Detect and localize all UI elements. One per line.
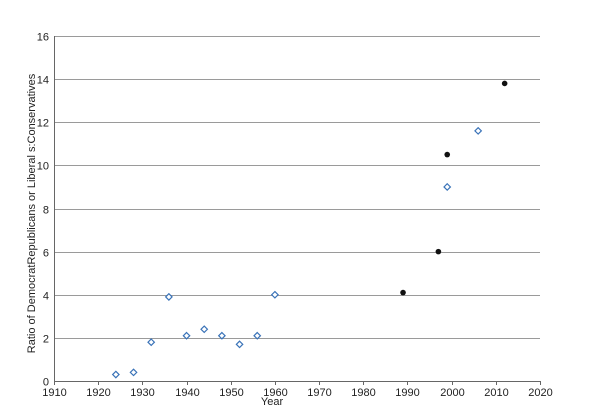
data-points: [111, 80, 508, 379]
x-axis-title: Year: [261, 396, 284, 408]
data-point-diamond: [474, 126, 483, 135]
y-tick-label: 2: [43, 334, 49, 346]
x-tick-label: 2020: [528, 387, 552, 399]
axes: [54, 36, 541, 385]
x-tick-label: 1950: [219, 387, 243, 399]
data-point-diamond: [182, 331, 191, 340]
data-point-diamond: [200, 325, 209, 334]
y-tick-label: 14: [37, 75, 49, 87]
x-tick-label: 1940: [175, 387, 199, 399]
data-point-circle: [435, 248, 442, 255]
x-tick-labels: 1910 1920 1930 1940 1950 1960 1970 1980 1990 2000…: [42, 387, 552, 399]
x-tick-label: 1910: [42, 387, 66, 399]
x-tick-label: 1960: [263, 387, 287, 399]
data-point-circle: [400, 289, 406, 296]
x-tick-label: 1930: [130, 387, 154, 399]
data-point-diamond: [253, 331, 262, 340]
data-point-diamond: [235, 340, 244, 349]
y-tick-label: 16: [37, 32, 49, 44]
data-point-diamond: [147, 338, 156, 347]
data-point-diamond: [217, 331, 226, 340]
x-tick-label: 2000: [440, 387, 464, 399]
y-tick-label: 10: [37, 161, 49, 173]
x-tick-label: 1980: [351, 387, 375, 399]
grid-lines: [54, 36, 540, 339]
data-point-circle: [444, 151, 451, 158]
y-tick-label: 6: [43, 248, 49, 260]
data-point-diamond: [129, 368, 138, 377]
y-tick-label: 12: [37, 118, 49, 130]
y-axis-title: Ratio of DemocratRepublicans or Liberal …: [26, 73, 38, 353]
y-tick-label: 8: [43, 205, 49, 217]
x-tick-label: 1920: [86, 387, 110, 399]
data-point-diamond: [164, 292, 173, 301]
y-tick-labels: 0 2 4 6 8 10 12 14 16: [37, 32, 49, 389]
x-tick-label: 2010: [484, 387, 508, 399]
x-tick-label: 1990: [395, 387, 419, 399]
data-point-diamond: [111, 370, 120, 379]
x-tick-label: 1970: [307, 387, 331, 399]
y-tick-label: 4: [43, 291, 49, 303]
data-point-diamond: [270, 290, 279, 299]
y-tick-label: 0: [43, 377, 49, 389]
data-point-circle: [501, 80, 508, 87]
data-point-diamond: [443, 182, 452, 191]
